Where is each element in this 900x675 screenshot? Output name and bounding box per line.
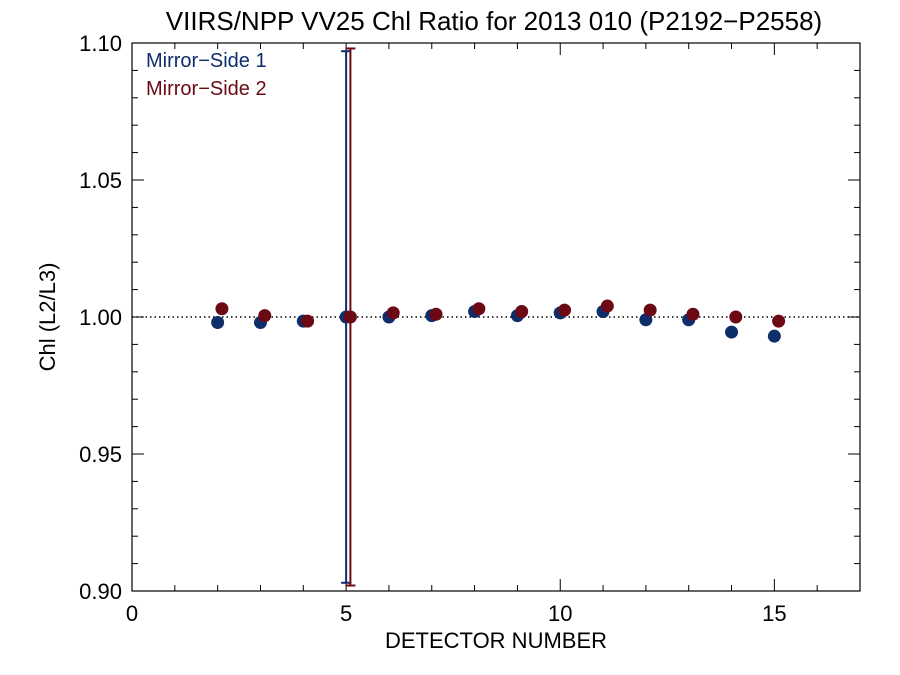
tick-labels: 0 5 10 15 0.90 0.95 1.00 1.05 1.10: [79, 31, 786, 626]
point-series-2: [258, 309, 272, 323]
point-series-2: [429, 307, 443, 321]
point-series-2: [343, 310, 357, 324]
point-series-2: [729, 310, 743, 324]
point-series-1: [725, 325, 739, 339]
point-series-2: [215, 302, 229, 316]
y-tick-label: 0.90: [79, 579, 122, 604]
y-tick-label: 1.10: [79, 31, 122, 56]
x-tick-label: 0: [126, 601, 138, 626]
legend-label-mirror-side-1: Mirror−Side 1: [146, 50, 267, 72]
point-series-2: [600, 299, 614, 313]
point-series-2: [643, 303, 657, 317]
y-tick-label: 1.00: [79, 305, 122, 330]
point-series-2: [472, 302, 486, 316]
x-axis-label: DETECTOR NUMBER: [385, 628, 607, 653]
chart-title: VIIRS/NPP VV25 Chl Ratio for 2013 010 (P…: [166, 6, 822, 36]
axis-ticks: [131, 42, 861, 592]
y-tick-label: 1.05: [79, 168, 122, 193]
point-series-2: [301, 314, 315, 328]
data-points: [211, 299, 786, 343]
y-axis-label: Chl (L2/L3): [35, 263, 60, 372]
legend: Mirror−Side 1 Mirror−Side 2: [146, 50, 267, 100]
point-series-2: [772, 314, 786, 328]
legend-label-mirror-side-2: Mirror−Side 2: [146, 78, 267, 100]
x-tick-label: 15: [762, 601, 786, 626]
y-tick-label: 0.95: [79, 442, 122, 467]
point-series-2: [386, 306, 400, 320]
point-series-2: [686, 307, 700, 321]
x-tick-label: 5: [340, 601, 352, 626]
point-series-2: [515, 305, 529, 319]
point-series-1: [211, 315, 225, 329]
point-series-2: [558, 303, 572, 317]
point-series-1: [767, 329, 781, 343]
x-tick-label: 10: [548, 601, 572, 626]
